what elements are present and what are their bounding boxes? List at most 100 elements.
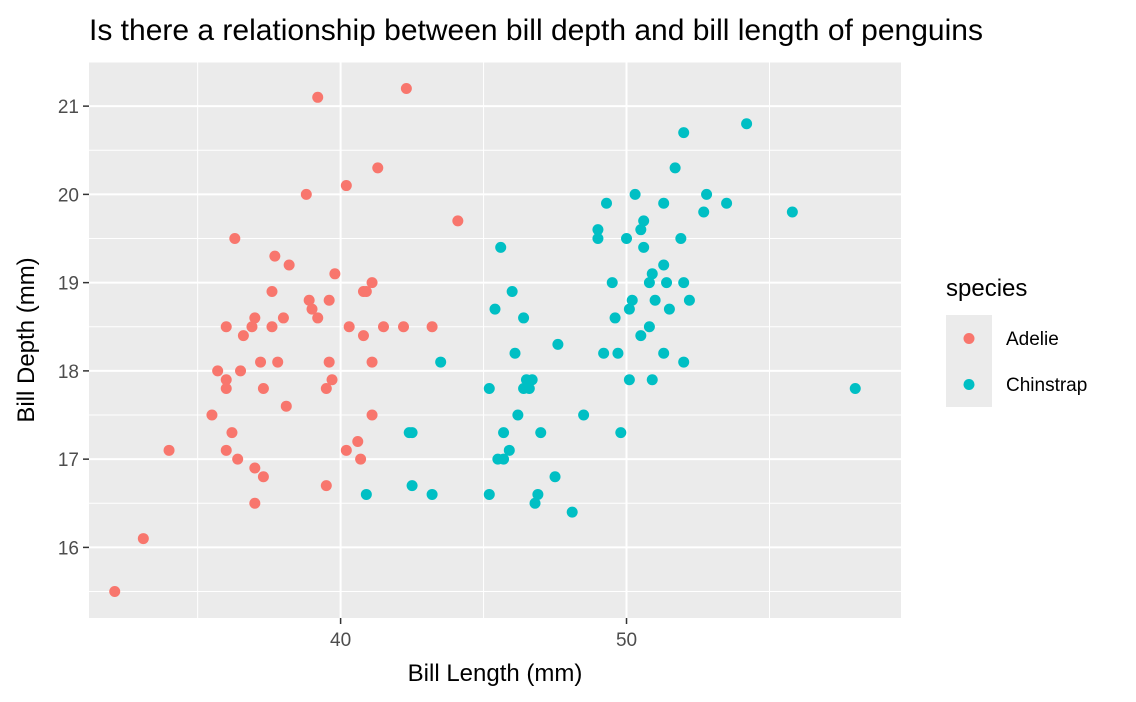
data-point-chinstrap: [483, 383, 495, 395]
data-point-adelie: [235, 365, 247, 377]
data-point-chinstrap: [849, 383, 861, 395]
data-point-chinstrap: [489, 303, 501, 315]
data-point-chinstrap: [629, 188, 641, 200]
data-point-adelie: [249, 312, 261, 324]
data-point-chinstrap: [646, 374, 658, 386]
data-point-adelie: [212, 365, 224, 377]
plot-panel: [89, 62, 901, 618]
data-point-chinstrap: [498, 427, 510, 439]
data-point-chinstrap: [741, 118, 753, 130]
data-point-adelie: [220, 383, 232, 395]
data-point-adelie: [266, 285, 278, 297]
data-point-adelie: [257, 383, 269, 395]
data-point-chinstrap: [435, 356, 447, 368]
data-point-adelie: [246, 321, 258, 333]
data-point-adelie: [323, 294, 335, 306]
data-point-chinstrap: [658, 347, 670, 359]
data-point-chinstrap: [721, 197, 733, 209]
data-point-chinstrap: [506, 285, 518, 297]
data-point-chinstrap: [566, 506, 578, 518]
data-point-chinstrap: [535, 427, 547, 439]
data-point-chinstrap: [678, 356, 690, 368]
data-point-chinstrap: [612, 347, 624, 359]
data-point-chinstrap: [638, 215, 650, 227]
data-point-adelie: [372, 162, 384, 174]
data-point-adelie: [229, 233, 241, 245]
legend-marker-chinstrap: [963, 379, 975, 390]
data-point-adelie: [137, 533, 149, 545]
data-point-chinstrap: [675, 233, 687, 245]
data-point-adelie: [300, 188, 312, 200]
data-point-chinstrap: [786, 206, 798, 218]
data-point-adelie: [323, 356, 335, 368]
data-point-chinstrap: [678, 127, 690, 139]
data-point-chinstrap: [483, 488, 495, 500]
data-point-chinstrap: [406, 480, 418, 492]
data-point-adelie: [366, 409, 378, 421]
data-point-adelie: [277, 312, 289, 324]
data-point-adelie: [220, 321, 232, 333]
data-point-chinstrap: [701, 188, 713, 200]
data-point-adelie: [206, 409, 218, 421]
data-point-chinstrap: [658, 259, 670, 271]
x-tick-label: 50: [616, 630, 637, 651]
data-point-chinstrap: [683, 294, 695, 306]
data-point-chinstrap: [552, 338, 564, 350]
data-point-adelie: [320, 480, 332, 492]
data-point-chinstrap: [646, 268, 658, 280]
data-point-chinstrap: [495, 241, 507, 253]
data-point-adelie: [226, 427, 238, 439]
data-point-adelie: [109, 586, 121, 598]
data-point-chinstrap: [658, 197, 670, 209]
data-point-adelie: [340, 180, 352, 192]
data-point-chinstrap: [626, 294, 638, 306]
x-axis-ticks: 40 50: [330, 618, 637, 651]
data-point-chinstrap: [503, 444, 515, 456]
data-point-adelie: [269, 250, 281, 262]
data-point-adelie: [398, 321, 410, 333]
y-axis-label: Bill Depth (mm): [13, 257, 40, 422]
data-point-adelie: [355, 453, 367, 465]
data-point-adelie: [360, 285, 372, 297]
data-point-chinstrap: [609, 312, 621, 324]
data-point-adelie: [312, 91, 324, 103]
data-point-chinstrap: [623, 303, 635, 315]
data-point-adelie: [280, 400, 292, 412]
data-point-adelie: [326, 374, 338, 386]
legend-label-adelie: Adelie: [1006, 329, 1059, 350]
y-tick-label: 18: [58, 362, 79, 383]
data-point-adelie: [340, 444, 352, 456]
data-point-adelie: [249, 497, 261, 509]
data-point-chinstrap: [669, 162, 681, 174]
data-point-adelie: [400, 82, 412, 94]
data-point-chinstrap: [615, 427, 627, 439]
legend-title: species: [946, 275, 1027, 302]
data-point-adelie: [232, 453, 244, 465]
data-point-adelie: [237, 330, 249, 342]
data-point-adelie: [426, 321, 438, 333]
data-point-adelie: [272, 356, 284, 368]
data-point-chinstrap: [518, 312, 530, 324]
data-point-chinstrap: [509, 347, 521, 359]
data-point-adelie: [257, 471, 269, 483]
y-tick-label: 21: [58, 97, 79, 118]
data-point-chinstrap: [360, 488, 372, 500]
data-point-adelie: [220, 444, 232, 456]
data-point-chinstrap: [643, 277, 655, 289]
data-point-chinstrap: [643, 321, 655, 333]
data-point-chinstrap: [592, 233, 604, 245]
y-tick-label: 17: [58, 450, 79, 471]
data-point-chinstrap: [601, 197, 613, 209]
data-point-adelie: [366, 356, 378, 368]
data-point-adelie: [452, 215, 464, 227]
data-point-chinstrap: [406, 427, 418, 439]
data-point-chinstrap: [426, 488, 438, 500]
y-axis-ticks: 16 17 18 19 20 21: [58, 97, 89, 559]
data-point-adelie: [249, 462, 261, 474]
data-point-adelie: [357, 330, 369, 342]
data-point-chinstrap: [623, 374, 635, 386]
data-point-chinstrap: [698, 206, 710, 218]
data-point-chinstrap: [606, 277, 618, 289]
data-point-chinstrap: [598, 347, 610, 359]
data-point-chinstrap: [661, 277, 673, 289]
